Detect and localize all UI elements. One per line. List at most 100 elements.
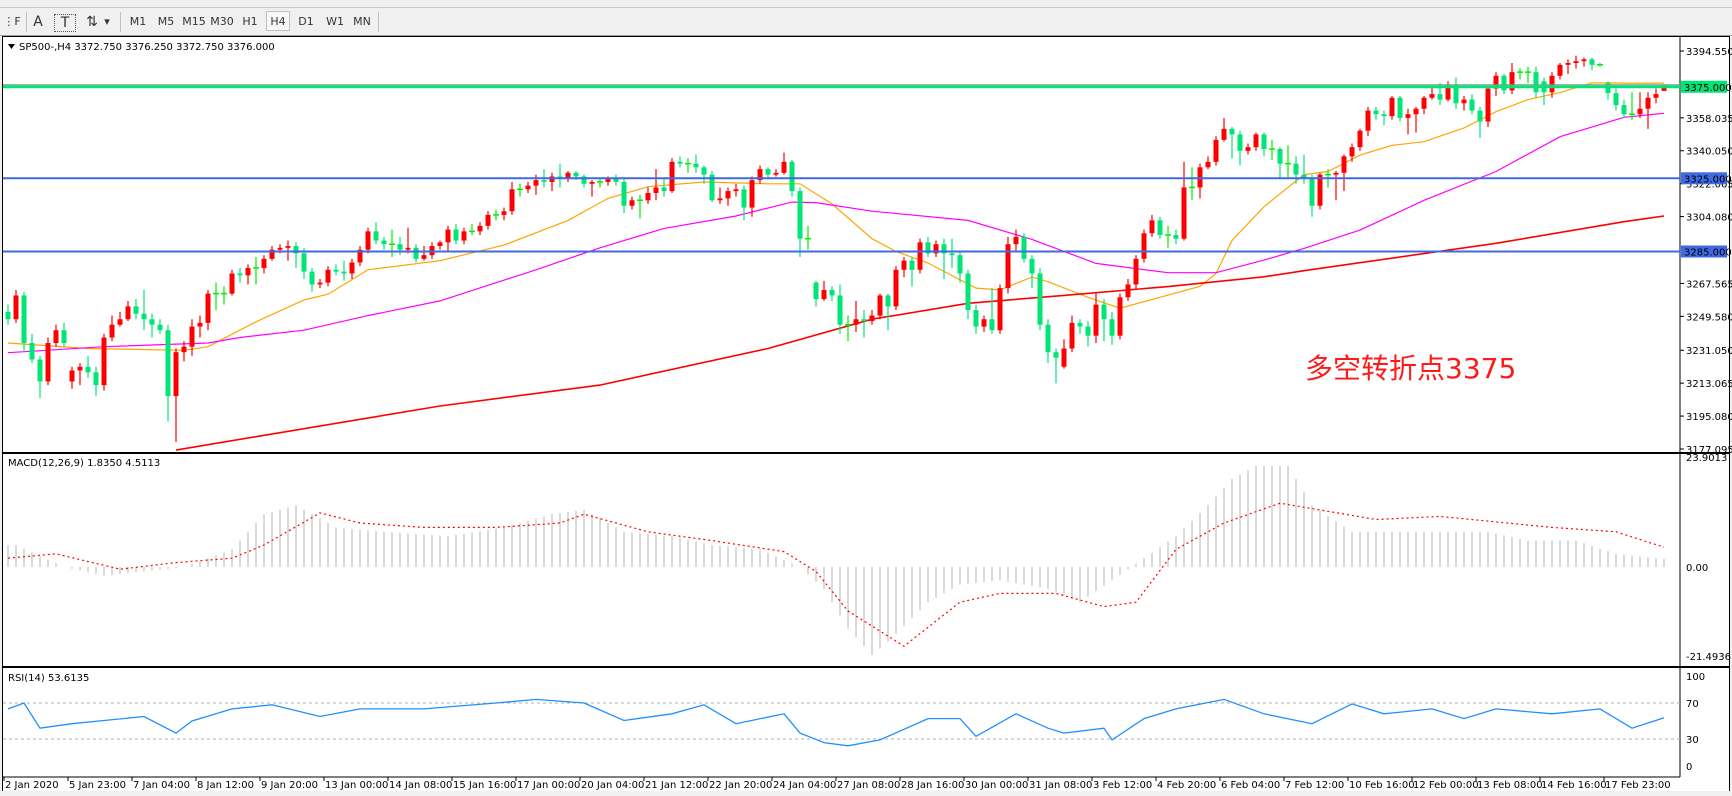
candle-body (997, 288, 1003, 331)
candle-body (125, 306, 131, 320)
dropdown-arrow-icon[interactable]: ▾ (104, 15, 110, 28)
candle-body (901, 260, 907, 270)
candle-body (1141, 233, 1147, 259)
candle-body (1421, 97, 1427, 109)
candle-body (725, 191, 731, 199)
candle-body (477, 225, 483, 232)
candle-body (733, 189, 739, 192)
candle-body (573, 172, 579, 177)
candle-body (1157, 220, 1163, 236)
candle-body (1349, 147, 1355, 157)
rsi-tick-label: 0 (1686, 762, 1692, 773)
time-axis-label: 20 Jan 04:00 (581, 780, 644, 791)
time-axis-label: 13 Jan 00:00 (325, 780, 388, 791)
candle-body (1637, 108, 1643, 115)
timeframe-m1-button[interactable]: M1 (129, 15, 147, 28)
period-separator-icon[interactable]: ⋮F (3, 15, 21, 28)
candle-body (925, 242, 931, 254)
candle-body (1261, 134, 1267, 150)
candle-body (357, 249, 363, 263)
time-axis-label: 9 Jan 20:00 (261, 780, 318, 791)
candle-body (1301, 174, 1307, 179)
time-axis-label: 7 Jan 04:00 (133, 780, 190, 791)
timeframe-h1-button[interactable]: H1 (242, 15, 258, 28)
candle-body (1037, 273, 1043, 325)
timeframe-d1-button[interactable]: D1 (298, 15, 314, 28)
candle-body (117, 319, 123, 325)
text-label-tool-icon[interactable]: T (54, 14, 76, 32)
candle-body (781, 161, 787, 173)
line-studies-toolbar: ⋮F A T ⇅ ▾ M1 M5 M15 M30 H1 H4 D1 W1 MN (0, 8, 1732, 36)
candle-body (773, 172, 779, 175)
timeframe-m15-button[interactable]: M15 (182, 15, 206, 28)
triangle-down-icon[interactable] (8, 44, 15, 49)
candle-body (741, 189, 747, 208)
candle-body (285, 246, 291, 248)
timeframe-m5-button[interactable]: M5 (157, 15, 175, 28)
candle-body (269, 249, 275, 259)
candle-body (957, 255, 963, 274)
time-axis-label: 10 Feb 16:00 (1349, 780, 1415, 791)
candle-body (413, 247, 419, 259)
candle-body (29, 343, 35, 360)
candle-body (1653, 94, 1659, 98)
candle-body (1557, 64, 1563, 76)
candle-body (1509, 72, 1515, 91)
candle-body (869, 315, 875, 322)
candle-body (1109, 319, 1115, 336)
candle-body (381, 240, 387, 245)
candle-body (421, 255, 427, 259)
candle-body (1621, 105, 1627, 115)
candle-body (661, 187, 667, 192)
candle-body (797, 191, 803, 239)
rsi-tick-label: 70 (1686, 699, 1699, 710)
candle-body (533, 180, 539, 186)
timeframe-h4-button[interactable]: H4 (266, 11, 290, 31)
arrows-tool-icon[interactable]: ⇅ (86, 14, 98, 30)
timeframe-w1-button[interactable]: W1 (326, 15, 344, 28)
candle-body (197, 322, 203, 327)
time-axis-label: 7 Feb 12:00 (1285, 780, 1344, 791)
candle-body (133, 306, 139, 314)
timeframe-m30-button[interactable]: M30 (210, 15, 234, 28)
time-axis-label: 8 Jan 12:00 (197, 780, 254, 791)
price-tick-label: 3231.050 (1686, 346, 1732, 357)
candle-body (917, 242, 923, 270)
candle-body (1117, 297, 1123, 336)
candle-body (1085, 326, 1091, 336)
candle-body (1053, 352, 1059, 358)
candle-body (629, 200, 635, 206)
macd-histogram (7, 465, 1665, 655)
main-toolbar (0, 0, 1732, 8)
candle-body (1429, 94, 1435, 98)
toolbar-separator (26, 12, 27, 32)
candle-body (1021, 236, 1027, 259)
candle-body (893, 269, 899, 307)
price-tick-label: 3340.050 (1686, 147, 1732, 158)
candle-body (933, 244, 939, 254)
rsi-tick-label: 100 (1686, 672, 1705, 683)
candle-body (157, 324, 163, 331)
candle-body (941, 244, 947, 254)
time-axis-label: 17 Feb 23:00 (1605, 780, 1671, 791)
candle-body (1645, 97, 1651, 109)
candle-body (1061, 348, 1067, 367)
candle-body (1317, 174, 1323, 206)
candle-body (229, 273, 235, 294)
time-axis-label: 28 Jan 16:00 (901, 780, 964, 791)
candle-body (277, 247, 283, 250)
moving-average-slow-line (175, 215, 1665, 451)
time-axis-label: 22 Jan 20:00 (709, 780, 772, 791)
candlestick-series (5, 55, 1667, 442)
toolbar-handle[interactable] (120, 12, 121, 32)
chart-header-ohlc: SP500-,H4 3372.750 3376.250 3372.750 337… (19, 42, 275, 53)
timeframe-mn-button[interactable]: MN (353, 15, 371, 28)
candle-body (877, 295, 883, 316)
text-tool-icon[interactable]: A (33, 14, 43, 30)
candle-body (605, 178, 611, 182)
macd-indicator-label: MACD(12,26,9) 1.8350 4.5113 (8, 458, 160, 469)
price-tick-label: 3213.065 (1686, 379, 1732, 390)
candle-body (565, 172, 571, 179)
candle-body (789, 161, 795, 192)
